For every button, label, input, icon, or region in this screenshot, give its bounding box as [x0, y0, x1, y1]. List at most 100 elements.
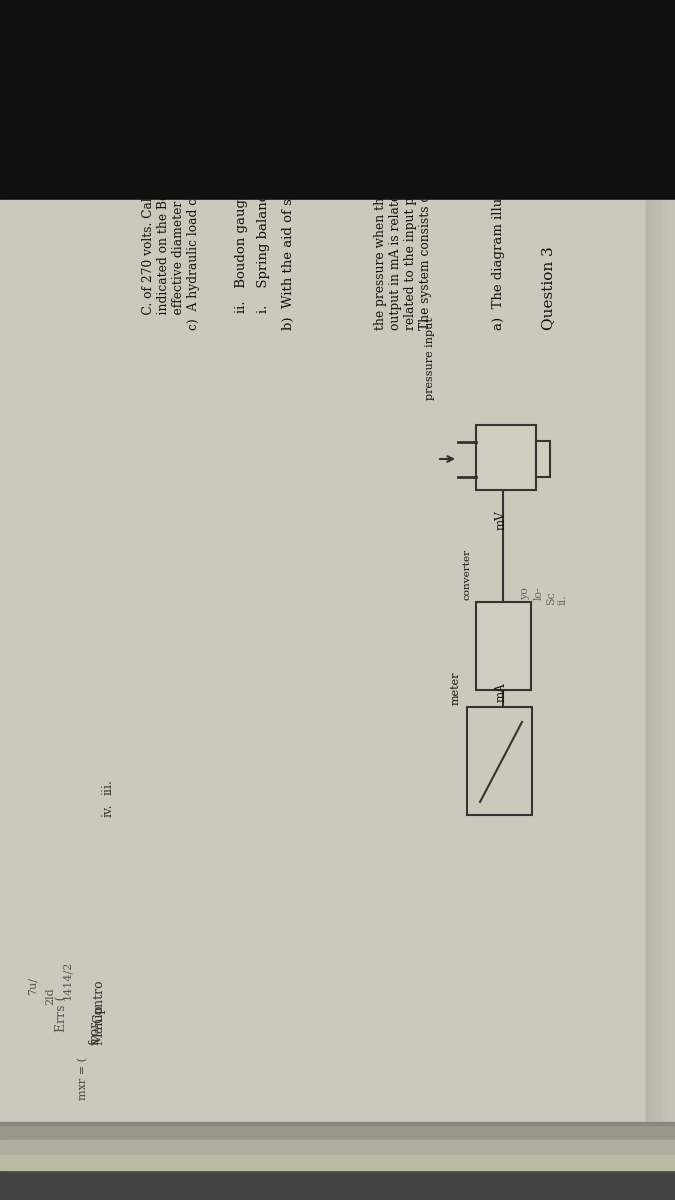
- Text: fror: fror: [89, 1021, 102, 1045]
- Bar: [0, 263, 675, 264]
- Bar: [670, 200, 671, 1126]
- Bar: [0, 281, 675, 282]
- Bar: [649, 200, 650, 1126]
- Bar: [0, 198, 675, 200]
- Bar: [0, 283, 675, 286]
- Bar: [0, 258, 675, 260]
- Text: i.    Spring balance: i. Spring balance: [257, 186, 270, 330]
- Text: The system consists of pressure transducer connected to a converter. The output : The system consists of pressure transduc…: [419, 0, 432, 330]
- Bar: [0, 229, 675, 232]
- Bar: [0, 265, 675, 268]
- Bar: [0, 277, 675, 280]
- Text: c)  A hydraulic load cell is required to measure a maximum load of 500KN. If the: c) A hydraulic load cell is required to …: [187, 0, 200, 330]
- Text: 1414/2: 1414/2: [62, 961, 72, 1000]
- Bar: [0, 313, 675, 316]
- Bar: [0, 271, 675, 274]
- Bar: [665, 200, 666, 1126]
- Text: C. of 270 volts. Calculate the sensitivity of the pressure guage.: C. of 270 volts. Calculate the sensitivi…: [142, 0, 155, 330]
- Bar: [0, 211, 675, 214]
- Bar: [0, 275, 675, 276]
- Bar: [0, 301, 675, 304]
- Bar: [0, 240, 675, 242]
- Bar: [650, 200, 651, 1126]
- Text: meter: meter: [451, 672, 461, 704]
- Bar: [0, 299, 675, 300]
- Text: mxr = (: mxr = (: [78, 1057, 88, 1100]
- Bar: [653, 200, 654, 1126]
- Bar: [0, 314, 675, 317]
- Bar: [0, 306, 675, 308]
- Text: a)  The diagram illustrates a pressure measuring system.: a) The diagram illustrates a pressure me…: [492, 0, 505, 330]
- Text: mV: mV: [495, 510, 508, 530]
- Bar: [0, 1124, 675, 1140]
- Bar: [0, 0, 675, 200]
- Bar: [662, 200, 663, 1126]
- Bar: [0, 305, 675, 306]
- Bar: [666, 200, 667, 1126]
- Text: effective diameter of the diaphragm is 200mm, calculate the maximum pressure to : effective diameter of the diaphragm is 2…: [172, 0, 185, 330]
- Bar: [0, 204, 675, 206]
- Bar: [0, 295, 675, 298]
- Bar: [0, 206, 675, 209]
- Text: iii.: iii.: [102, 779, 115, 794]
- Bar: [0, 296, 675, 299]
- Bar: [0, 218, 675, 221]
- Bar: [0, 270, 675, 272]
- Bar: [674, 200, 675, 1126]
- Bar: [0, 226, 675, 227]
- Bar: [648, 200, 649, 1126]
- Text: 2ld: 2ld: [45, 988, 55, 1006]
- Bar: [0, 200, 675, 1126]
- Bar: [0, 236, 675, 239]
- Bar: [0, 251, 675, 252]
- Bar: [0, 199, 675, 202]
- Text: pressure input: pressure input: [425, 317, 435, 400]
- Bar: [657, 200, 658, 1126]
- Bar: [651, 200, 652, 1126]
- Bar: [0, 235, 675, 238]
- Bar: [0, 227, 675, 228]
- Text: b)  With the aid of sketches write briefly on the following: b) With the aid of sketches write briefl…: [282, 0, 295, 330]
- Bar: [0, 302, 675, 305]
- Text: the pressure when the meter indicates 15mA?: the pressure when the meter indicates 15…: [374, 42, 387, 330]
- Bar: [0, 307, 675, 310]
- Bar: [476, 425, 536, 490]
- Text: ii.: ii.: [558, 594, 568, 605]
- Text: indicated on the Bourdon gauge. Assuming the scale is linear and operates over a: indicated on the Bourdon gauge. Assuming…: [157, 0, 170, 330]
- Bar: [0, 253, 675, 256]
- Text: Errs (: Errs (: [55, 996, 68, 1032]
- Bar: [467, 707, 532, 815]
- Text: ii.   Boudon gauge: ii. Boudon gauge: [235, 191, 248, 330]
- Bar: [0, 221, 675, 222]
- Bar: [0, 1154, 675, 1170]
- Bar: [0, 241, 675, 244]
- Bar: [0, 234, 675, 236]
- Text: Question 3: Question 3: [541, 246, 555, 330]
- Text: mA: mA: [495, 683, 508, 702]
- Bar: [0, 259, 675, 262]
- Bar: [0, 1122, 675, 1126]
- Bar: [0, 290, 675, 293]
- Bar: [0, 269, 675, 270]
- Bar: [0, 230, 675, 233]
- Bar: [671, 200, 672, 1126]
- Bar: [0, 214, 675, 215]
- Bar: [0, 266, 675, 269]
- Bar: [663, 200, 664, 1126]
- Bar: [0, 287, 675, 288]
- Bar: [646, 200, 647, 1126]
- Bar: [655, 200, 656, 1126]
- Bar: [0, 289, 675, 292]
- Bar: [0, 278, 675, 281]
- Bar: [0, 248, 675, 251]
- Bar: [668, 200, 669, 1126]
- Bar: [659, 200, 660, 1126]
- Bar: [0, 282, 675, 284]
- Bar: [0, 254, 675, 257]
- Text: iv.: iv.: [102, 804, 115, 817]
- Bar: [0, 288, 675, 290]
- Bar: [645, 200, 646, 1126]
- Bar: [0, 276, 675, 278]
- Bar: [0, 210, 675, 212]
- Bar: [0, 233, 675, 234]
